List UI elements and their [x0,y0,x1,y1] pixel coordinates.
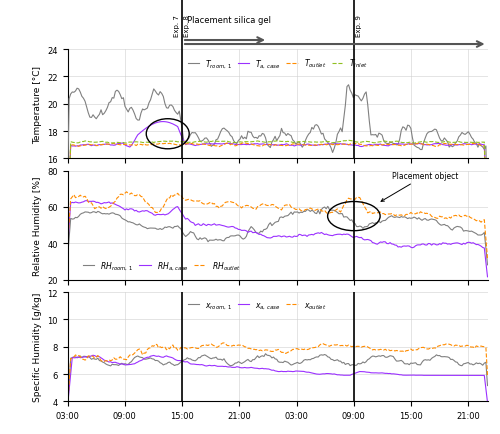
Text: Placement silica gel: Placement silica gel [187,16,271,24]
Text: Exp. 9: Exp. 9 [356,15,362,37]
Text: Placement object: Placement object [381,171,458,202]
Text: Exp. 7: Exp. 7 [174,15,180,37]
Legend: $T_{room,\,1}$, $T_{a,\,case}$, $T_{outlet}$, $T_{inlet}$: $T_{room,\,1}$, $T_{a,\,case}$, $T_{outl… [184,55,371,74]
Legend: $RH_{room,\,1}$, $RH_{a,\,case}$, $RH_{outlet}$: $RH_{room,\,1}$, $RH_{a,\,case}$, $RH_{o… [80,256,243,275]
Legend: $x_{room,\,1}$, $x_{a,\,case}$, $x_{outlet}$: $x_{room,\,1}$, $x_{a,\,case}$, $x_{outl… [184,297,330,314]
Text: Exp. 8: Exp. 8 [184,15,190,37]
Y-axis label: Specific Humidity [g/kg]: Specific Humidity [g/kg] [32,293,42,401]
Y-axis label: Relative Humidity [%]: Relative Humidity [%] [32,176,42,275]
Y-axis label: Temperature [°C]: Temperature [°C] [32,66,42,143]
